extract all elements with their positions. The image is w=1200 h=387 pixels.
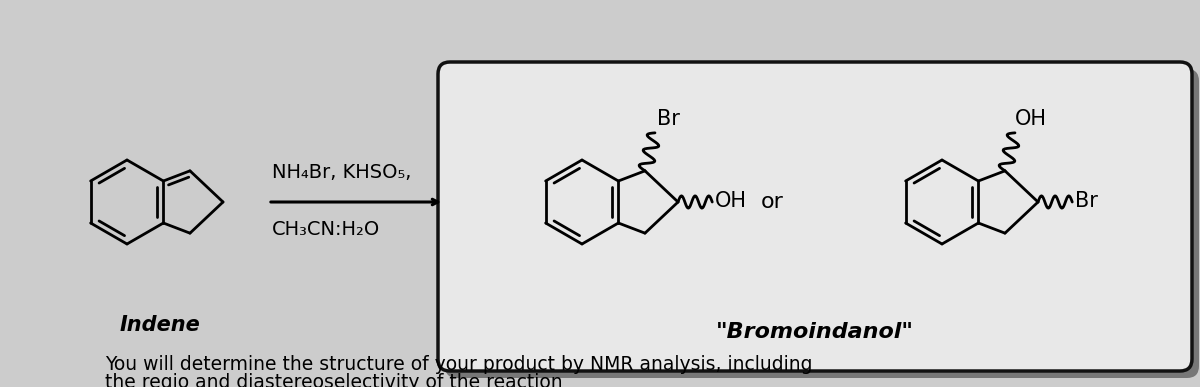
Text: Br: Br bbox=[1075, 191, 1098, 211]
Text: CH₃CN:H₂O: CH₃CN:H₂O bbox=[272, 219, 380, 238]
Text: or: or bbox=[761, 192, 784, 212]
Text: NH₄Br, KHSO₅,: NH₄Br, KHSO₅, bbox=[272, 163, 412, 182]
FancyBboxPatch shape bbox=[445, 69, 1199, 378]
Text: the regio and diastereoselectivity of the reaction: the regio and diastereoselectivity of th… bbox=[106, 373, 563, 387]
Text: You will determine the structure of your product by NMR analysis, including: You will determine the structure of your… bbox=[106, 356, 812, 375]
Text: OH: OH bbox=[715, 191, 748, 211]
FancyBboxPatch shape bbox=[438, 62, 1192, 371]
Text: Indene: Indene bbox=[120, 315, 200, 335]
Text: OH: OH bbox=[1015, 109, 1046, 129]
Text: Br: Br bbox=[656, 109, 680, 129]
Text: "Bromoindanol": "Bromoindanol" bbox=[716, 322, 914, 342]
